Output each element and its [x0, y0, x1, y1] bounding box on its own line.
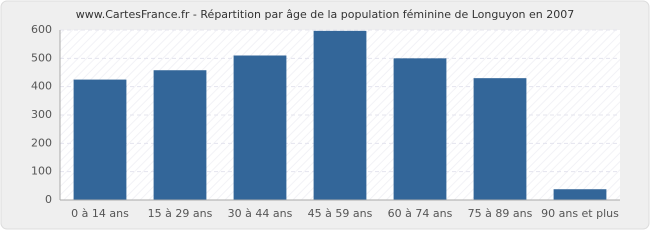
- x-tick-label: 75 à 89 ans: [468, 207, 533, 220]
- bar: [473, 78, 527, 200]
- y-tick-label: 100: [31, 165, 52, 178]
- y-tick-label: 400: [31, 80, 52, 93]
- bar: [393, 58, 447, 201]
- bar: [73, 79, 127, 200]
- page: www.CartesFrance.fr - Répartition par âg…: [0, 0, 650, 230]
- x-tick-label: 0 à 14 ans: [71, 207, 129, 220]
- x-tick-label: 30 à 44 ans: [228, 207, 293, 220]
- bar: [153, 70, 207, 200]
- chart: www.CartesFrance.fr - Répartition par âg…: [0, 0, 650, 230]
- bar: [313, 30, 367, 200]
- chart-title: www.CartesFrance.fr - Répartition par âg…: [76, 8, 575, 21]
- y-tick-label: 500: [31, 51, 52, 64]
- x-tick-label: 60 à 74 ans: [388, 207, 453, 220]
- y-tick-label: 300: [31, 108, 52, 121]
- x-tick-label: 45 à 59 ans: [308, 207, 373, 220]
- bar: [553, 189, 607, 200]
- y-tick-label: 0: [45, 193, 52, 206]
- x-tick-label: 90 ans et plus: [541, 207, 619, 220]
- x-tick-label: 15 à 29 ans: [148, 207, 213, 220]
- bar: [233, 55, 287, 200]
- y-tick-label: 600: [31, 23, 52, 36]
- y-tick-label: 200: [31, 136, 52, 149]
